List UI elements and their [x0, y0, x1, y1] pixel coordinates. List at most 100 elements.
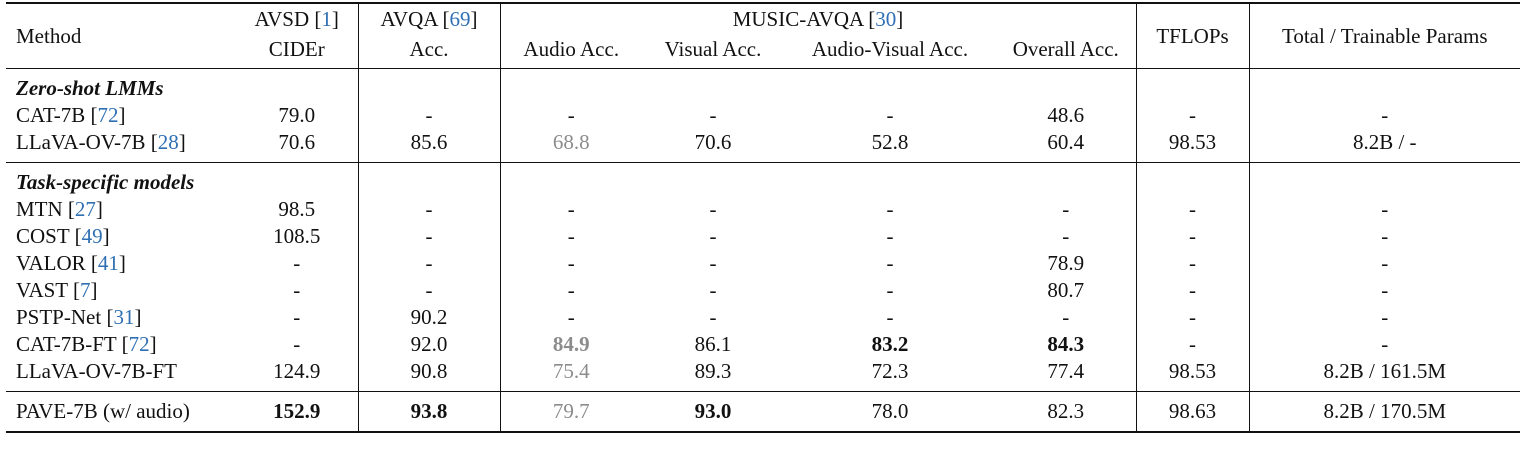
- cell-visual: -: [709, 224, 717, 248]
- citation-link[interactable]: 31: [113, 305, 135, 329]
- cell-avsd: 70.6: [236, 129, 359, 163]
- header-method: Method: [6, 2, 236, 69]
- cell-avqa: -: [358, 102, 501, 129]
- method-name: CAT-7B: [16, 103, 86, 127]
- cell-avsd: 108.5: [236, 223, 359, 250]
- cell-av: -: [886, 305, 894, 329]
- cell-overall: 77.4: [996, 358, 1137, 392]
- cell-tflops: -: [1136, 277, 1250, 304]
- cell-avqa: -: [358, 250, 501, 277]
- cell-visual: -: [709, 251, 717, 275]
- header-tflops: TFLOPs: [1136, 2, 1250, 69]
- cell-visual: 93.0: [642, 391, 784, 433]
- table-row: VALOR [41] - - - - -78.9- -: [6, 250, 1520, 277]
- cell-params: 8.2B / 161.5M: [1323, 359, 1446, 383]
- table-row-pave: PAVE-7B (w/ audio) 152.9 93.8 79.7 93.0 78.0 8…: [6, 391, 1520, 433]
- cell-params: 8.2B / 170.5M: [1249, 391, 1520, 433]
- method-name-cell: CAT-7B [72]: [16, 103, 126, 127]
- cell-av: -: [886, 278, 894, 302]
- section-title-zero-shot: Zero-shot LMMs: [16, 76, 164, 100]
- cell-audio: -: [567, 305, 575, 329]
- cell-av: 78.0: [784, 391, 996, 433]
- cell-avqa: -: [358, 223, 501, 250]
- cell-visual: 89.3: [694, 359, 732, 383]
- cell-av: -: [886, 224, 894, 248]
- citation-link[interactable]: 49: [81, 224, 103, 248]
- table-row: CAT-7B-FT [72] -92.0 84.9 86.1 83.2 84.3- -: [6, 331, 1520, 358]
- method-name: COST: [16, 224, 70, 248]
- cell-avqa: 90.8: [358, 358, 501, 392]
- cell-avsd: 98.5: [236, 196, 359, 223]
- cell-avqa: -: [358, 196, 501, 223]
- cell-audio: 79.7: [500, 391, 642, 433]
- cell-params: -: [1381, 278, 1389, 302]
- section-row-zero-shot: Zero-shot LMMs: [6, 68, 1520, 102]
- method-name: PAVE-7B (w/ audio): [16, 399, 190, 423]
- cell-avsd: -: [236, 331, 359, 358]
- table-row: CAT-7B [72] 79.0- - - -48.6- -: [6, 102, 1520, 129]
- cell-visual: -: [709, 305, 717, 329]
- citation-link[interactable]: 72: [97, 103, 119, 127]
- cell-tflops: -: [1136, 223, 1250, 250]
- cell-overall: 48.6: [996, 102, 1137, 129]
- section-title-task-specific: Task-specific models: [6, 162, 236, 196]
- method-name-cell: LLaVA-OV-7B [28]: [16, 130, 186, 154]
- cell-tflops: 98.63: [1136, 391, 1250, 433]
- cell-avqa: -: [358, 277, 501, 304]
- citation-link[interactable]: 28: [157, 130, 179, 154]
- cell-av: 52.8: [871, 130, 909, 154]
- citation-link[interactable]: 7: [80, 278, 91, 302]
- method-name-cell: COST [49]: [16, 224, 110, 248]
- cell-audio: -: [567, 197, 575, 221]
- header-overall-acc: Overall Acc.: [996, 34, 1137, 69]
- header-avsd-metric: CIDEr: [236, 34, 359, 69]
- cell-avqa: 85.6: [358, 129, 501, 163]
- cell-audio: -: [567, 103, 575, 127]
- cell-avqa: 90.2: [358, 304, 501, 331]
- cell-audio: -: [567, 224, 575, 248]
- cell-visual: 70.6: [694, 130, 732, 154]
- method-name: MTN: [16, 197, 63, 221]
- header-avqa-metric: Acc.: [358, 34, 501, 69]
- method-name-cell: PSTP-Net [31]: [16, 305, 142, 329]
- cell-overall: -: [996, 304, 1137, 331]
- citation-link[interactable]: 69: [449, 7, 471, 31]
- cell-audio: 68.8: [552, 130, 590, 154]
- table-row: LLaVA-OV-7B-FT 124.9 90.8 75.4 89.3 72.3 77.4 9…: [6, 358, 1520, 392]
- cell-visual: -: [709, 278, 717, 302]
- cell-av: -: [886, 251, 894, 275]
- citation-link[interactable]: 27: [74, 197, 96, 221]
- method-name: VALOR: [16, 251, 86, 275]
- header-avsd-label: AVSD: [254, 7, 310, 31]
- method-name: PSTP-Net: [16, 305, 102, 329]
- cell-tflops: -: [1136, 196, 1250, 223]
- cell-params: -: [1381, 103, 1389, 127]
- cell-avqa: 92.0: [358, 331, 501, 358]
- cell-av: 83.2: [871, 332, 909, 356]
- cell-avsd: -: [236, 304, 359, 331]
- method-name: VAST: [16, 278, 68, 302]
- cell-tflops: 98.53: [1136, 129, 1250, 163]
- cell-params: -: [1381, 224, 1389, 248]
- method-name: CAT-7B-FT: [16, 332, 117, 356]
- citation-link[interactable]: 1: [321, 7, 332, 31]
- citation-link[interactable]: 72: [128, 332, 150, 356]
- cell-overall: 82.3: [996, 391, 1137, 433]
- table-row: VAST [7] - - - - -80.7- -: [6, 277, 1520, 304]
- cell-params: -: [1381, 332, 1389, 356]
- cell-audio: 84.9: [552, 332, 590, 356]
- method-name-cell: MTN [27]: [16, 197, 103, 221]
- cell-params: -: [1381, 197, 1389, 221]
- header-av-acc: Audio-Visual Acc.: [784, 34, 996, 69]
- citation-link[interactable]: 30: [875, 7, 897, 31]
- cell-av: 72.3: [871, 359, 909, 383]
- header-avsd: AVSD [1]: [236, 2, 359, 34]
- method-name-cell: VAST [7]: [16, 278, 98, 302]
- method-name-cell: VALOR [41]: [16, 251, 126, 275]
- cell-tflops: -: [1136, 304, 1250, 331]
- citation-link[interactable]: 41: [97, 251, 119, 275]
- cell-tflops: -: [1136, 250, 1250, 277]
- method-name-cell: CAT-7B-FT [72]: [16, 332, 157, 356]
- table-row: PSTP-Net [31] -90.2- - - - - -: [6, 304, 1520, 331]
